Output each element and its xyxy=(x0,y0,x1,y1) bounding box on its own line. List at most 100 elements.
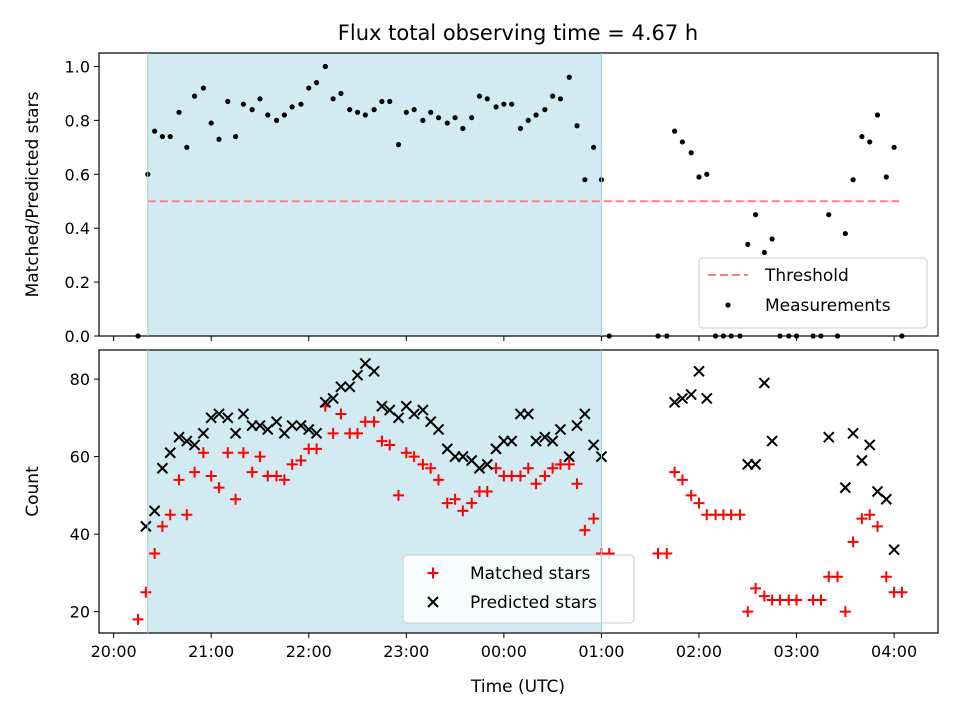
measurements-point xyxy=(696,174,702,180)
measurements-point xyxy=(525,117,531,123)
y-tick-label: 60 xyxy=(70,448,90,467)
measurements-point xyxy=(826,212,832,218)
matched-stars-point xyxy=(189,466,201,478)
predicted-stars-point xyxy=(205,412,217,424)
measurements-point xyxy=(338,90,344,97)
matched-stars-point xyxy=(457,505,469,517)
predicted-stars-point xyxy=(563,450,575,463)
matched-stars-point xyxy=(539,470,551,482)
measurements-point xyxy=(850,177,856,183)
matched-stars-point xyxy=(530,478,542,490)
measurements-point xyxy=(313,80,320,86)
matched-stars-point xyxy=(254,451,266,463)
predicted-stars-point xyxy=(758,377,771,389)
measurements-point xyxy=(509,101,515,107)
predicted-stars-point xyxy=(229,427,242,440)
matched-stars-point xyxy=(237,447,249,459)
measurements-points xyxy=(135,63,905,339)
predicted-stars-point xyxy=(571,419,583,432)
matched-stars-point xyxy=(164,509,176,521)
measurements-point xyxy=(330,96,336,102)
legend-measurements-label: Measurements xyxy=(765,296,891,316)
matched-stars-point xyxy=(335,408,347,420)
predicted-stars-point xyxy=(351,369,364,381)
predicted-stars-point xyxy=(392,412,405,424)
matched-stars-point xyxy=(181,509,193,521)
predicted-stars-point xyxy=(376,400,388,412)
measurements-point xyxy=(281,112,287,118)
matched-stars-point xyxy=(734,509,746,521)
legend-predicted-swatch xyxy=(427,596,439,608)
matched-stars-point xyxy=(563,458,575,470)
predicted-stars-point xyxy=(839,481,852,494)
matched-stars-point xyxy=(685,489,697,501)
matched-stars-point xyxy=(376,435,388,447)
predicted-stars-point xyxy=(522,408,534,420)
measurements-point xyxy=(379,98,385,105)
matched-stars-point xyxy=(352,427,364,439)
matched-stars-point xyxy=(579,524,591,536)
matched-stars-point xyxy=(481,486,493,497)
measurements-point xyxy=(769,236,775,242)
measurements-point xyxy=(591,144,597,150)
matched-stars-point xyxy=(400,447,412,459)
matched-stars-point xyxy=(742,606,754,618)
count-points xyxy=(132,357,908,625)
predicted-stars-point xyxy=(286,419,298,432)
legend-matched-swatch xyxy=(427,567,439,579)
measurements-point xyxy=(216,136,222,142)
matched-stars-point xyxy=(791,594,803,606)
measurements-point xyxy=(428,109,434,115)
measurements-point xyxy=(501,101,507,107)
predicted-stars-point xyxy=(270,416,283,428)
y-tick-label: 0.8 xyxy=(65,111,90,130)
x-tick-label: 01:00 xyxy=(578,642,624,661)
matched-stars-point xyxy=(571,478,583,490)
measurements-point xyxy=(200,85,206,91)
predicted-stars-point xyxy=(417,404,429,416)
legend-predicted-label: Predicted stars xyxy=(470,593,597,613)
predicted-stars-point xyxy=(295,419,307,432)
measurements-point xyxy=(265,112,271,118)
predicted-stars-point xyxy=(668,396,681,409)
predicted-stars-point xyxy=(408,408,420,420)
predicted-stars-point xyxy=(685,388,697,401)
measurements-point xyxy=(469,115,475,121)
matched-stars-point xyxy=(278,474,290,486)
predicted-stars-point xyxy=(579,408,591,420)
measurements-point xyxy=(411,107,417,113)
matched-stars-point xyxy=(417,458,429,470)
measurements-point xyxy=(452,115,458,121)
predicted-stars-point xyxy=(701,392,713,405)
x-tick-label: 04:00 xyxy=(871,642,917,661)
matched-stars-point xyxy=(271,470,283,482)
measurements-point xyxy=(874,112,881,118)
matched-stars-point xyxy=(384,439,396,451)
predicted-stars-point xyxy=(823,431,835,443)
measurements-point xyxy=(306,85,312,91)
measurements-point xyxy=(891,144,897,150)
measurements-point xyxy=(249,107,255,113)
matched-stars-point xyxy=(408,451,420,463)
matched-stars-point xyxy=(213,482,225,494)
matched-stars-point xyxy=(547,462,559,474)
measurements-point xyxy=(298,101,304,107)
legend-threshold-label: Threshold xyxy=(764,266,849,286)
predicted-stars-point xyxy=(481,458,493,471)
measurements-point xyxy=(232,133,239,140)
y-tick-label: 0.4 xyxy=(65,219,90,238)
predicted-stars-point xyxy=(156,462,169,474)
predicted-stars-point xyxy=(213,408,225,420)
count-y-label: Count xyxy=(23,466,43,517)
ratio-y-ticks: 0.0 0.2 0.4 0.6 0.8 1.0 xyxy=(65,57,99,346)
measurements-point xyxy=(688,150,694,156)
observing-window-shade xyxy=(147,53,602,336)
predicted-stars-point xyxy=(587,439,600,451)
measurements-point xyxy=(761,249,767,256)
matched-stars-point xyxy=(393,489,405,501)
count-legend: Matched stars Predicted stars xyxy=(402,554,635,624)
predicted-stars-point xyxy=(140,520,152,533)
predicted-stars-point xyxy=(303,423,315,436)
measurements-point xyxy=(159,133,166,140)
predicted-stars-point xyxy=(254,419,266,432)
